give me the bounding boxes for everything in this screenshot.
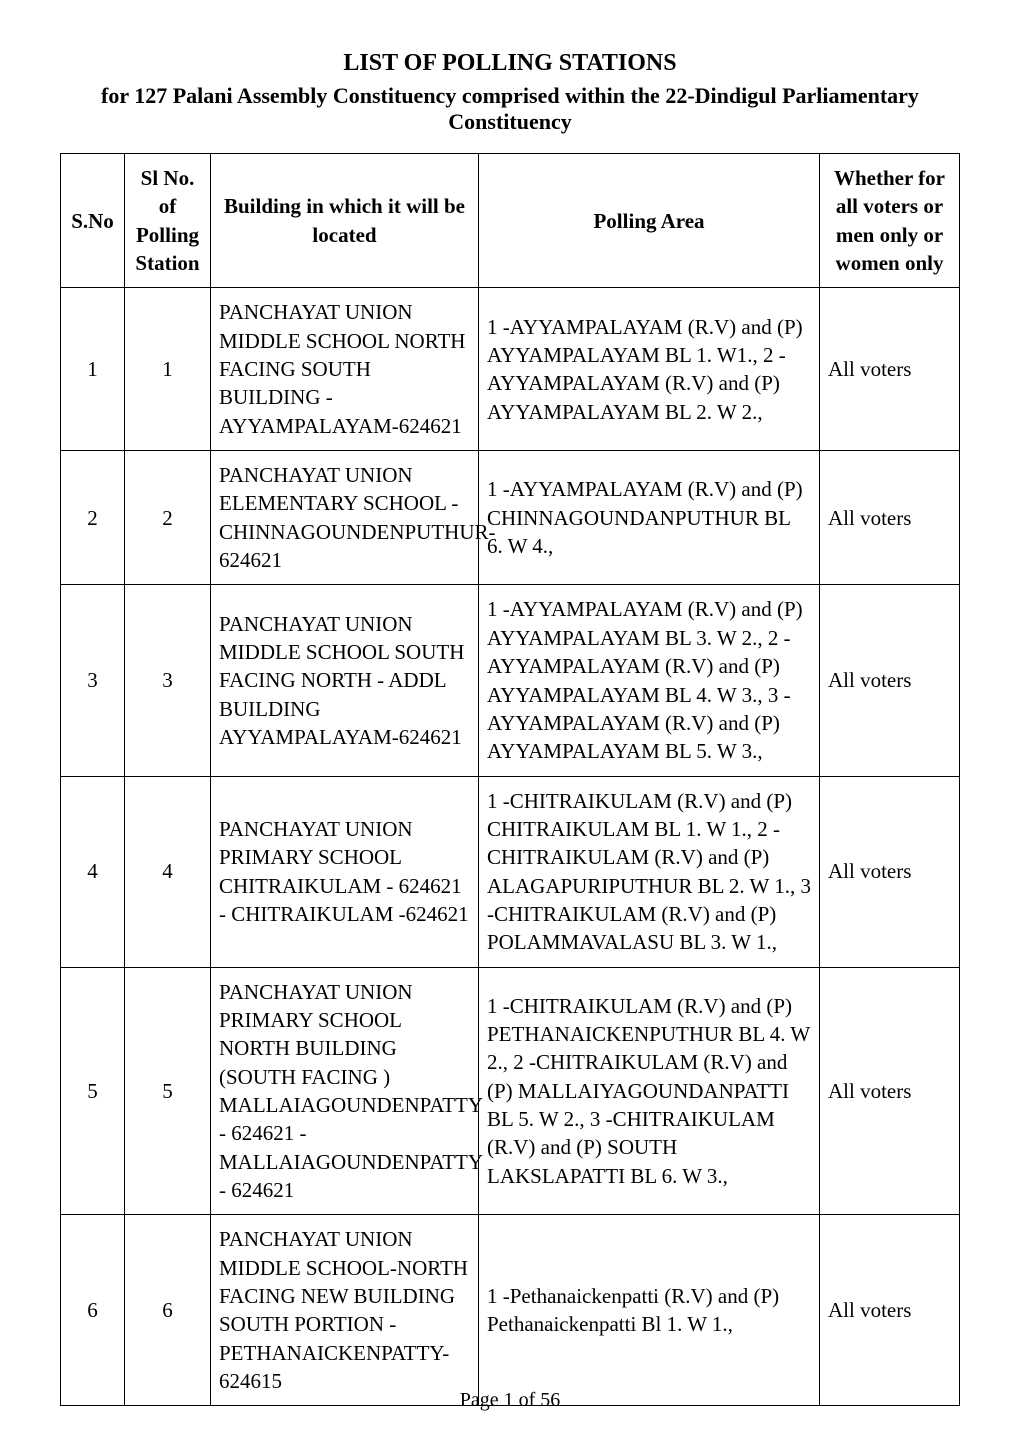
cell-building: PANCHAYAT UNION PRIMARY SCHOOL NORTH BUI…: [211, 967, 479, 1215]
cell-sno: 6: [61, 1215, 125, 1406]
cell-area: 1 -CHITRAIKULAM (R.V) and (P) CHITRAIKUL…: [479, 776, 820, 967]
document-subtitle: for 127 Palani Assembly Constituency com…: [60, 83, 960, 135]
cell-building: PANCHAYAT UNION MIDDLE SCHOOL SOUTH FACI…: [211, 585, 479, 776]
cell-sno: 4: [61, 776, 125, 967]
cell-sno: 5: [61, 967, 125, 1215]
polling-stations-table: S.No Sl No. of Polling Station Building …: [60, 153, 960, 1406]
cell-area: 1 -Pethanaickenpatti (R.V) and (P) Petha…: [479, 1215, 820, 1406]
document-title: LIST OF POLLING STATIONS: [60, 50, 960, 77]
cell-whom: All voters: [820, 585, 960, 776]
cell-sno: 2: [61, 451, 125, 585]
table-row: 5 5 PANCHAYAT UNION PRIMARY SCHOOL NORTH…: [61, 967, 960, 1215]
cell-station: 1: [125, 288, 211, 451]
cell-building: PANCHAYAT UNION MIDDLE SCHOOL-NORTH FACI…: [211, 1215, 479, 1406]
col-sno: S.No: [61, 154, 125, 288]
cell-whom: All voters: [820, 776, 960, 967]
cell-building: PANCHAYAT UNION PRIMARY SCHOOL CHITRAIKU…: [211, 776, 479, 967]
cell-station: 6: [125, 1215, 211, 1406]
cell-whom: All voters: [820, 288, 960, 451]
cell-building: PANCHAYAT UNION MIDDLE SCHOOL NORTH FACI…: [211, 288, 479, 451]
cell-building: PANCHAYAT UNION ELEMENTARY SCHOOL - CHIN…: [211, 451, 479, 585]
cell-station: 3: [125, 585, 211, 776]
cell-sno: 3: [61, 585, 125, 776]
cell-station: 5: [125, 967, 211, 1215]
col-station: Sl No. of Polling Station: [125, 154, 211, 288]
cell-area: 1 -CHITRAIKULAM (R.V) and (P) PETHANAICK…: [479, 967, 820, 1215]
table-body: 1 1 PANCHAYAT UNION MIDDLE SCHOOL NORTH …: [61, 288, 960, 1406]
table-header: S.No Sl No. of Polling Station Building …: [61, 154, 960, 288]
table-row: 3 3 PANCHAYAT UNION MIDDLE SCHOOL SOUTH …: [61, 585, 960, 776]
table-row: 4 4 PANCHAYAT UNION PRIMARY SCHOOL CHITR…: [61, 776, 960, 967]
cell-whom: All voters: [820, 1215, 960, 1406]
page-footer: Page 1 of 56: [0, 1389, 1020, 1412]
table-row: 2 2 PANCHAYAT UNION ELEMENTARY SCHOOL - …: [61, 451, 960, 585]
table-row: 6 6 PANCHAYAT UNION MIDDLE SCHOOL-NORTH …: [61, 1215, 960, 1406]
cell-area: 1 -AYYAMPALAYAM (R.V) and (P) CHINNAGOUN…: [479, 451, 820, 585]
col-whom: Whether for all voters or men only or wo…: [820, 154, 960, 288]
table-header-row: S.No Sl No. of Polling Station Building …: [61, 154, 960, 288]
col-building: Building in which it will be located: [211, 154, 479, 288]
cell-whom: All voters: [820, 451, 960, 585]
table-row: 1 1 PANCHAYAT UNION MIDDLE SCHOOL NORTH …: [61, 288, 960, 451]
cell-sno: 1: [61, 288, 125, 451]
page: LIST OF POLLING STATIONS for 127 Palani …: [0, 0, 1020, 1446]
cell-whom: All voters: [820, 967, 960, 1215]
cell-station: 4: [125, 776, 211, 967]
cell-area: 1 -AYYAMPALAYAM (R.V) and (P) AYYAMPALAY…: [479, 288, 820, 451]
cell-area: 1 -AYYAMPALAYAM (R.V) and (P) AYYAMPALAY…: [479, 585, 820, 776]
cell-station: 2: [125, 451, 211, 585]
col-area: Polling Area: [479, 154, 820, 288]
